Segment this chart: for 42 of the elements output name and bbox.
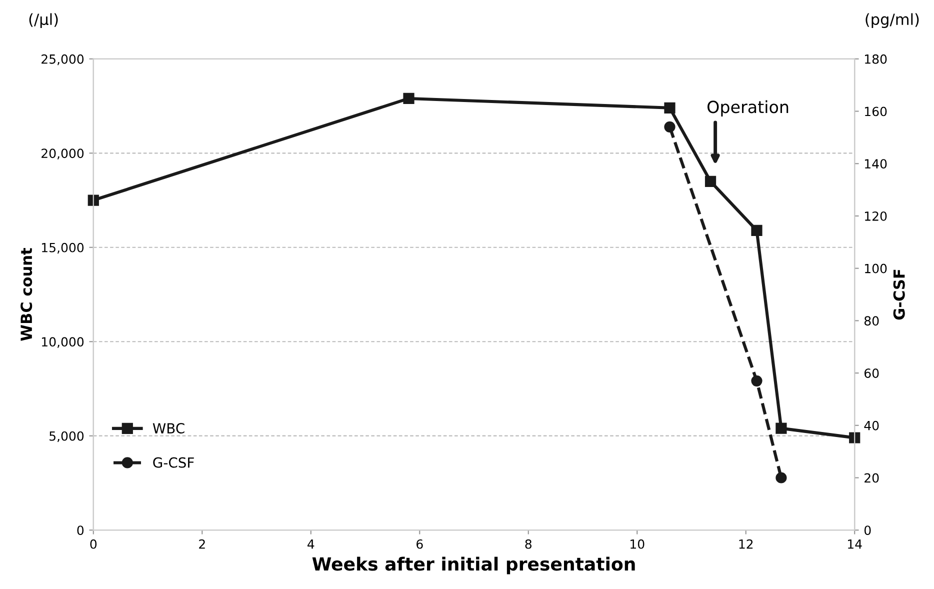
y2-tick-label: 0 bbox=[864, 526, 871, 536]
y-tick-label: 10,000 bbox=[42, 337, 84, 348]
point bbox=[704, 176, 716, 187]
y-tick-label: 5,000 bbox=[50, 431, 84, 442]
y-axis-title: WBC count bbox=[20, 248, 32, 341]
point bbox=[751, 224, 762, 236]
y2-tick-label: 100 bbox=[865, 264, 887, 274]
y-tick-label: 20,000 bbox=[42, 148, 84, 160]
x-axis-title: Weeks after initial presentation bbox=[312, 556, 635, 574]
x-tick-label: 12 bbox=[739, 539, 753, 549]
point bbox=[88, 194, 99, 206]
y2-tick-label: 20 bbox=[864, 473, 879, 483]
y2-axis-title: G-CSF bbox=[893, 270, 905, 320]
x-tick-label: 2 bbox=[199, 539, 205, 549]
text: (pg/ml) bbox=[866, 13, 919, 28]
y2-tick-label: 180 bbox=[865, 54, 887, 64]
point bbox=[664, 102, 676, 114]
legend-label: G-CSF bbox=[153, 457, 194, 468]
point bbox=[403, 92, 414, 104]
legend-label: WBC bbox=[152, 423, 184, 434]
x-tick-label: 6 bbox=[416, 539, 423, 549]
x-tick-label: 0 bbox=[90, 539, 97, 549]
point bbox=[751, 375, 762, 386]
y2-tick-label: 80 bbox=[864, 316, 879, 326]
y2-tick-label: 140 bbox=[865, 159, 887, 169]
y2-tick-label: 40 bbox=[864, 420, 879, 430]
point bbox=[664, 121, 676, 133]
x-tick-label: 10 bbox=[630, 539, 644, 549]
y2-tick-label: 160 bbox=[865, 106, 887, 116]
y2-tick-label: 120 bbox=[865, 211, 887, 221]
point bbox=[776, 472, 787, 484]
x-tick-label: 4 bbox=[308, 540, 314, 549]
point bbox=[849, 432, 860, 444]
y2-tick-label: 60 bbox=[864, 368, 879, 378]
y-tick-label: 25,000 bbox=[42, 54, 84, 66]
x-tick-label: 8 bbox=[525, 539, 532, 549]
annotation: Operation bbox=[708, 100, 788, 116]
y-tick-label: 15,000 bbox=[42, 242, 84, 254]
y-tick-label: 0 bbox=[77, 526, 84, 536]
point bbox=[776, 422, 787, 434]
x-tick-label: 14 bbox=[848, 540, 862, 549]
text: (/µl) bbox=[29, 13, 58, 28]
